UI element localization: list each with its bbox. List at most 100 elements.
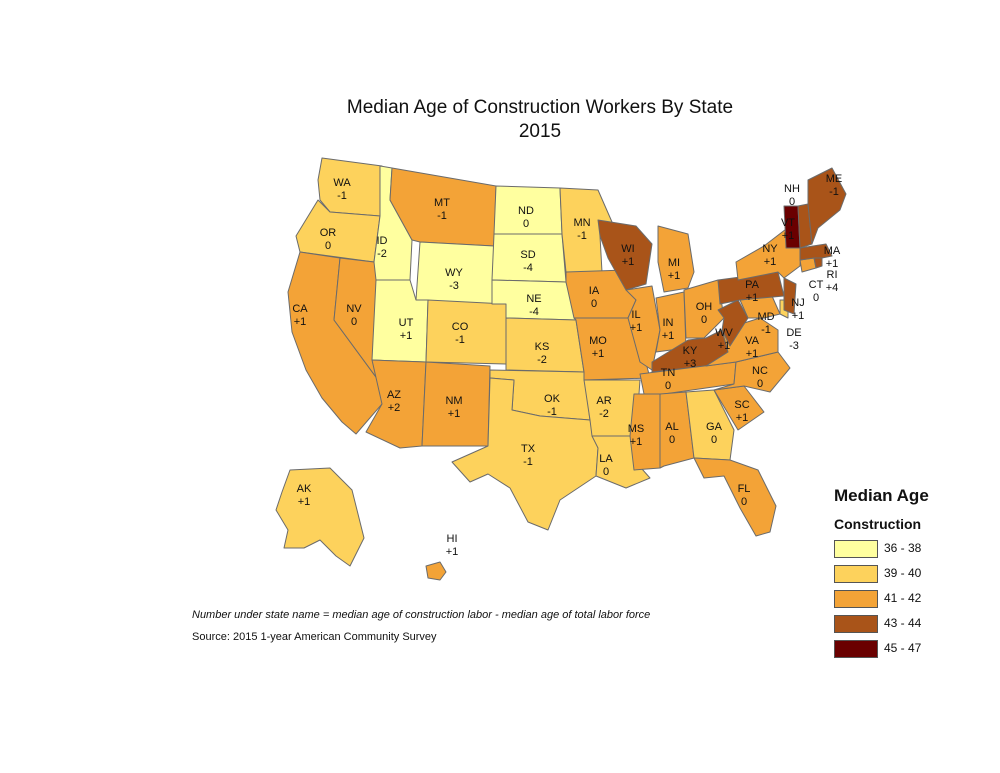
state-diff: +2 xyxy=(388,402,401,414)
state-diff: 0 xyxy=(757,378,763,390)
state-label-md: MD -1 xyxy=(757,311,774,336)
state-abbr: MA xyxy=(824,245,841,257)
state-diff: +1 xyxy=(782,230,795,242)
state-label-ma: MA +1 xyxy=(824,245,841,270)
state-abbr: PA xyxy=(745,279,760,291)
state-diff: -3 xyxy=(789,340,799,352)
state-diff: 0 xyxy=(741,496,747,508)
state-label-ia: IA 0 xyxy=(589,285,600,310)
state-label-fl: FL 0 xyxy=(738,483,751,508)
state-abbr: NE xyxy=(526,293,541,305)
state-label-ne: NE -4 xyxy=(526,293,541,318)
state-diff: -1 xyxy=(455,334,465,346)
state-diff: 0 xyxy=(711,434,717,446)
state-label-mt: MT -1 xyxy=(434,197,450,222)
state-diff: -4 xyxy=(523,262,533,274)
state-diff: -1 xyxy=(337,190,347,202)
state-diff: 0 xyxy=(813,292,819,304)
state-diff: +1 xyxy=(764,256,777,268)
map-title: Median Age of Construction Workers By St… xyxy=(0,96,1000,144)
legend-swatch xyxy=(834,565,878,583)
legend-swatch xyxy=(834,590,878,608)
map-note: Number under state name = median age of … xyxy=(192,609,651,621)
state-diff: 0 xyxy=(325,240,331,252)
state-abbr: SD xyxy=(520,249,535,261)
legend-label: 36 - 38 xyxy=(884,541,922,555)
state-ri xyxy=(813,257,823,269)
state-abbr: MD xyxy=(757,311,774,323)
state-abbr: NC xyxy=(752,365,768,377)
state-abbr: VA xyxy=(745,335,760,347)
state-abbr: MN xyxy=(573,217,590,229)
state-label-de: DE -3 xyxy=(786,327,801,352)
state-diff: +1 xyxy=(592,348,605,360)
legend-label: 43 - 44 xyxy=(884,616,922,630)
state-diff: -1 xyxy=(829,186,839,198)
state-abbr: HI xyxy=(447,533,458,545)
state-diff: -1 xyxy=(547,406,557,418)
state-me xyxy=(807,167,847,245)
state-label-ak: AK +1 xyxy=(297,483,312,508)
state-abbr: IN xyxy=(663,317,674,329)
state-label-ar: AR -2 xyxy=(596,395,611,420)
legend-subtitle: Construction xyxy=(834,516,922,532)
state-label-la: LA 0 xyxy=(599,453,613,478)
state-label-in: IN +1 xyxy=(662,317,675,342)
state-diff: -1 xyxy=(523,456,533,468)
state-diff: +1 xyxy=(630,436,643,448)
state-abbr: DE xyxy=(786,327,801,339)
state-abbr: TN xyxy=(661,367,676,379)
state-diff: +1 xyxy=(400,330,413,342)
state-abbr: MT xyxy=(434,197,450,209)
state-diff: +1 xyxy=(826,258,839,270)
state-abbr: AL xyxy=(665,421,678,433)
state-abbr: CO xyxy=(452,321,469,333)
state-diff: +1 xyxy=(792,310,805,322)
state-label-ct: CT 0 xyxy=(809,279,824,304)
state-abbr: GA xyxy=(706,421,723,433)
state-label-or: OR 0 xyxy=(320,227,337,252)
state-diff: +1 xyxy=(448,408,461,420)
state-abbr: NJ xyxy=(791,297,804,309)
state-abbr: AK xyxy=(297,483,312,495)
state-label-nv: NV 0 xyxy=(346,303,362,328)
state-abbr: FL xyxy=(738,483,751,495)
state-oh xyxy=(683,279,725,339)
map-title-line1: Median Age of Construction Workers By St… xyxy=(346,97,734,118)
state-shapes xyxy=(275,157,847,581)
state-diff: -1 xyxy=(437,210,447,222)
state-diff: -2 xyxy=(377,248,387,260)
state-label-sd: SD -4 xyxy=(520,249,535,274)
state-al xyxy=(659,391,695,469)
state-abbr: ME xyxy=(826,173,843,185)
legend-swatch xyxy=(834,540,878,558)
state-diff: 0 xyxy=(669,434,675,446)
state-nc xyxy=(713,351,791,393)
state-diff: +1 xyxy=(298,496,311,508)
state-abbr: NV xyxy=(346,303,362,315)
state-label-vt: VT +1 xyxy=(781,217,795,242)
state-abbr: UT xyxy=(399,317,414,329)
state-diff: +1 xyxy=(736,412,749,424)
state-label-ri: RI +4 xyxy=(826,269,839,294)
state-abbr: RI xyxy=(827,269,838,281)
state-label-pa: PA +1 xyxy=(745,279,760,304)
state-abbr: MI xyxy=(668,257,680,269)
state-diff: -4 xyxy=(529,306,539,318)
state-diff: +1 xyxy=(746,292,759,304)
state-diff: +1 xyxy=(622,256,635,268)
state-label-ca: CA +1 xyxy=(292,303,308,328)
state-hi xyxy=(425,561,447,581)
legend-swatch xyxy=(834,615,878,633)
state-nj xyxy=(783,277,797,315)
state-label-mo: MO +1 xyxy=(589,335,607,360)
state-ms xyxy=(629,393,661,471)
map-source: Source: 2015 1-year American Community S… xyxy=(192,631,437,643)
state-diff: 0 xyxy=(523,218,529,230)
legend-label: 41 - 42 xyxy=(884,591,922,605)
state-label-mi: MI +1 xyxy=(668,257,681,282)
state-abbr: VT xyxy=(781,217,795,229)
state-abbr: NM xyxy=(445,395,462,407)
state-label-ks: KS -2 xyxy=(535,341,550,366)
state-abbr: AR xyxy=(596,395,611,407)
